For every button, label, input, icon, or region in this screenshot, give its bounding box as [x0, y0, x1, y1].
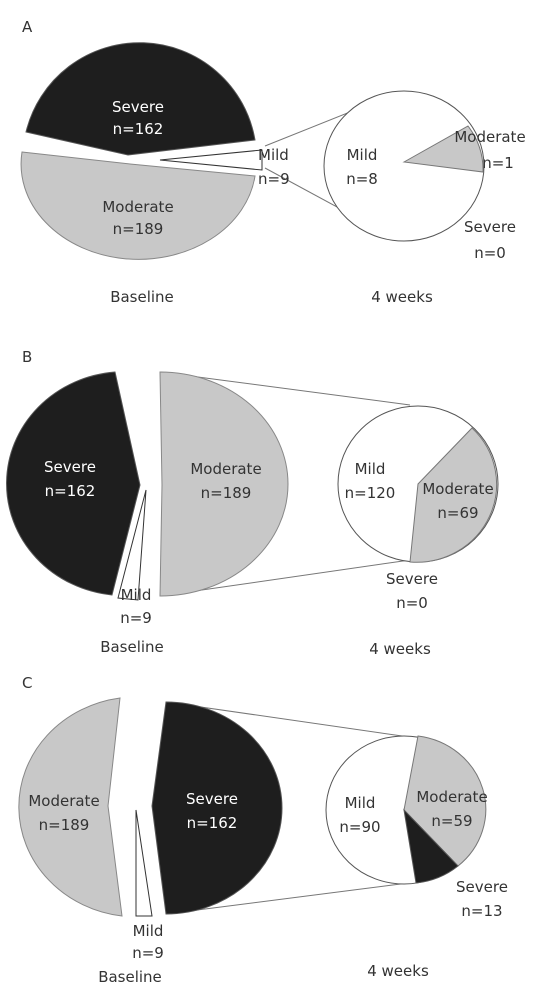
slice-moderate: [402, 125, 484, 173]
baseline-moderate-label: Moderate: [190, 460, 261, 478]
followup-pie: [323, 90, 485, 242]
followup-severe-label: Severe: [456, 878, 508, 896]
followup-severe-n: n=0: [396, 594, 428, 612]
baseline-mild-label: Mild: [258, 146, 289, 164]
panel-b: Severe n=162 Moderate n=189 Mild n=9 Mil…: [6, 371, 499, 658]
baseline-mild-label: Mild: [121, 586, 152, 604]
slice-moderate: [403, 735, 487, 867]
baseline-caption: Baseline: [98, 968, 162, 986]
panel-letter-b: B: [22, 348, 32, 366]
panel-c: Moderate n=189 Severe n=162 Mild n=9 Mil…: [18, 697, 508, 986]
baseline-mild-n: n=9: [258, 170, 290, 188]
followup-caption: 4 weeks: [371, 288, 433, 306]
slice-severe: [403, 808, 459, 884]
baseline-severe-label: Severe: [112, 98, 164, 116]
connector-line: [165, 881, 417, 915]
baseline-severe-n: n=162: [113, 120, 164, 138]
connector-line: [159, 371, 411, 406]
connector-line: [165, 701, 417, 739]
followup-severe-n: n=0: [474, 244, 506, 262]
panel-letter-c: C: [22, 674, 32, 692]
slice-moderate: [159, 371, 289, 597]
slice-severe: [6, 371, 141, 596]
baseline-moderate-label: Moderate: [28, 792, 99, 810]
followup-moderate-label: Moderate: [422, 480, 493, 498]
baseline-severe-label: Severe: [44, 458, 96, 476]
baseline-mild-label: Mild: [133, 922, 164, 940]
followup-severe-label: Severe: [386, 570, 438, 588]
slice-mild: [135, 809, 153, 917]
slice-moderate: [409, 427, 498, 563]
baseline-severe-n: n=162: [45, 482, 96, 500]
slice-moderate: [18, 697, 123, 917]
slice-mild: [159, 149, 263, 171]
baseline-moderate-n: n=189: [113, 220, 164, 238]
slice-mild: [117, 489, 147, 601]
panel-letter-a: A: [22, 18, 33, 36]
baseline-moderate-n: n=189: [39, 816, 90, 834]
followup-mild-n: n=120: [345, 484, 396, 502]
slice-moderate: [20, 151, 256, 260]
followup-moderate-label: Moderate: [416, 788, 487, 806]
followup-moderate-n: n=69: [437, 504, 478, 522]
followup-mild-n: n=90: [339, 818, 380, 836]
baseline-caption: Baseline: [110, 288, 174, 306]
followup-mild-label: Mild: [345, 794, 376, 812]
followup-moderate-n: n=59: [431, 812, 472, 830]
followup-severe-n: n=13: [461, 902, 502, 920]
baseline-caption: Baseline: [100, 638, 164, 656]
panel-a: Severe n=162 Moderate n=189 Mild n=9 Mil…: [20, 42, 526, 306]
followup-mild-label: Mild: [355, 460, 386, 478]
baseline-severe-label: Severe: [186, 790, 238, 808]
baseline-moderate-label: Moderate: [102, 198, 173, 216]
followup-severe-label: Severe: [464, 218, 516, 236]
followup-caption: 4 weeks: [367, 962, 429, 980]
followup-caption: 4 weeks: [369, 640, 431, 658]
slice-severe: [25, 42, 256, 156]
baseline-moderate-n: n=189: [201, 484, 252, 502]
followup-moderate-n: n=1: [482, 154, 514, 172]
baseline-severe-n: n=162: [187, 814, 238, 832]
followup-mild-label: Mild: [347, 146, 378, 164]
baseline-mild-n: n=9: [120, 609, 152, 627]
followup-mild-n: n=8: [346, 170, 378, 188]
followup-moderate-label: Moderate: [454, 128, 525, 146]
slice-severe: [151, 701, 283, 915]
baseline-mild-n: n=9: [132, 944, 164, 962]
